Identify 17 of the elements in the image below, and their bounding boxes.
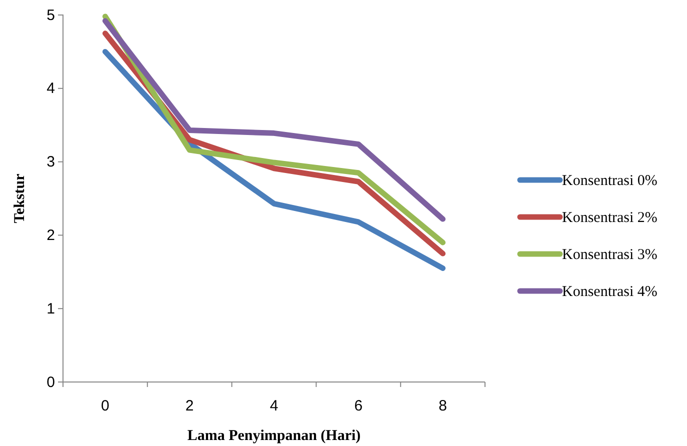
y-tick-label: 5 <box>46 6 55 24</box>
x-tick-label: 4 <box>270 398 278 415</box>
legend-label: Konsentrasi 2% <box>562 210 658 226</box>
y-tick-label: 3 <box>46 154 55 171</box>
x-tick-label: 8 <box>438 398 447 415</box>
y-tick-label: 2 <box>46 227 55 244</box>
legend-label: Konsentrasi 0% <box>562 173 658 189</box>
x-tick-label: 0 <box>101 398 110 415</box>
x-tick-label: 2 <box>185 398 194 415</box>
legend-label: Konsentrasi 4% <box>562 284 658 300</box>
y-tick-label: 1 <box>46 300 55 318</box>
y-axis-title: Tekstur <box>12 173 28 224</box>
x-axis-title: Lama Penyimpanan (Hari) <box>187 428 361 444</box>
y-tick-label: 4 <box>46 80 55 98</box>
legend-label: Konsentrasi 3% <box>562 247 658 263</box>
x-tick-label: 6 <box>354 398 363 415</box>
y-tick-label: 0 <box>46 374 55 391</box>
